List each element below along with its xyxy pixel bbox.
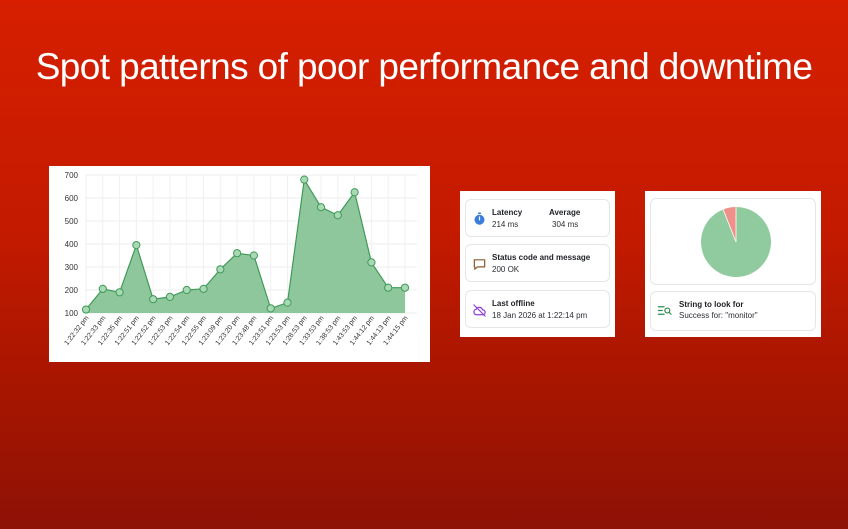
data-point (81, 305, 91, 314)
data-point (367, 258, 376, 267)
data-point (165, 292, 175, 301)
y-tick-label: 500 (65, 217, 79, 226)
pie-tile (650, 198, 816, 285)
data-point (266, 304, 275, 313)
data-point (98, 284, 107, 293)
data-point (300, 175, 309, 184)
y-tick-label: 100 (65, 309, 79, 318)
data-point (316, 203, 326, 212)
latency-label: Latency (492, 208, 523, 217)
string-tile: String to look for Success for: "monitor… (650, 291, 816, 331)
y-tick-label: 300 (65, 263, 79, 272)
data-point (132, 241, 141, 250)
message-icon (473, 259, 486, 270)
data-point (400, 283, 410, 292)
stopwatch-icon (474, 212, 485, 225)
data-point (233, 249, 242, 258)
data-point (384, 283, 393, 292)
y-tick-label: 600 (65, 194, 79, 203)
cloud-off-icon (473, 304, 486, 317)
status-code-label: Status code and message (492, 253, 591, 262)
string-label: String to look for (679, 300, 744, 309)
pie-divider (722, 209, 737, 243)
data-point (249, 251, 258, 260)
average-value: 304 ms (552, 220, 579, 229)
average-label: Average (549, 208, 581, 217)
latency-tile: Latency 214 ms Average 304 ms (465, 199, 610, 237)
y-tick-label: 400 (65, 240, 79, 249)
y-tick-label: 200 (65, 286, 79, 295)
string-value: Success for: "monitor" (679, 311, 758, 320)
status-card: Latency 214 ms Average 304 ms Status cod… (460, 191, 615, 337)
data-point (283, 298, 292, 307)
data-point (115, 288, 124, 297)
data-point (149, 295, 158, 304)
text-search-icon (657, 306, 672, 315)
response-time-chart: 100 200 300 400 500 600 700 1:22:32 pm 1:22:33 p… (49, 166, 430, 362)
data-point (216, 265, 225, 274)
data-point (199, 284, 208, 293)
string-check-card: String to look for Success for: "monitor… (645, 191, 821, 337)
status-code-value: 200 OK (492, 265, 520, 274)
y-tick-label: 700 (65, 171, 79, 180)
last-offline-value: 18 Jan 2026 at 1:22:14 pm (492, 311, 588, 320)
data-point (350, 188, 359, 197)
status-code-tile: Status code and message 200 OK (465, 244, 610, 282)
area-fill (86, 179, 405, 313)
uptime-pie-chart (701, 207, 771, 277)
last-offline-tile: Last offline 18 Jan 2026 at 1:22:14 pm (465, 290, 610, 328)
latency-value: 214 ms (492, 220, 519, 229)
data-point (182, 285, 191, 295)
series-line (85, 177, 405, 310)
last-offline-label: Last offline (492, 299, 535, 308)
headline: Spot patterns of poor performance and do… (35, 46, 813, 87)
data-point (333, 211, 342, 220)
